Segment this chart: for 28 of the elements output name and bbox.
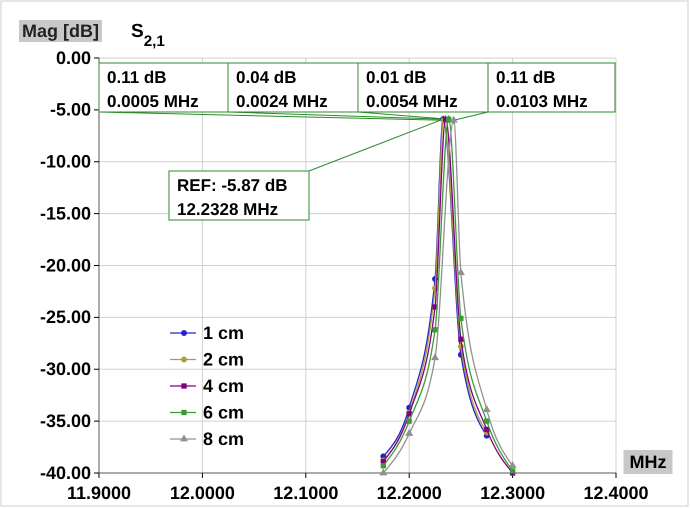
y-tick-label: 0.00 <box>56 48 91 68</box>
x-tick-label: 12.3000 <box>480 483 546 503</box>
legend-label: 2 cm <box>203 350 244 370</box>
x-tick-label: 11.9000 <box>66 483 132 503</box>
y-tick-label: -15.00 <box>40 203 91 224</box>
y-tick-label: -20.00 <box>40 255 91 276</box>
y-tick-label: -25.00 <box>40 307 91 328</box>
legend-label: 4 cm <box>203 376 244 396</box>
annotation: 0.11 dB 0.0103 MHz <box>496 68 588 111</box>
y-tick-label: -5.00 <box>50 100 91 120</box>
annotation: 0.01 dB 0.0054 MHz <box>366 68 458 111</box>
x-axis-title: MHz <box>630 452 666 472</box>
y-tick-label: -30.00 <box>40 359 91 380</box>
y-tick-label: -10.00 <box>40 152 91 172</box>
y-tick-label: -40.00 <box>40 462 91 483</box>
annotation: REF: -5.87 dB 12.2328 MHz <box>177 176 288 219</box>
legend-label: 6 cm <box>203 402 244 422</box>
y-axis-title: Mag [dB] <box>22 21 99 41</box>
x-tick-label: 12.4000 <box>583 483 649 503</box>
x-tick-label: 12.1000 <box>273 483 338 503</box>
annotation: 0.11 dB 0.0005 MHz <box>107 68 199 111</box>
legend-label: 1 cm <box>203 323 244 343</box>
x-tick-label: 12.0000 <box>170 483 235 503</box>
legend-label: 8 cm <box>203 429 244 449</box>
annotation: 0.04 dB 0.0024 MHz <box>236 68 328 111</box>
y-tick-label: -35.00 <box>40 410 91 431</box>
x-tick-label: 12.2000 <box>376 483 442 503</box>
chart-title: S$_{2,1}$ <box>131 21 166 50</box>
